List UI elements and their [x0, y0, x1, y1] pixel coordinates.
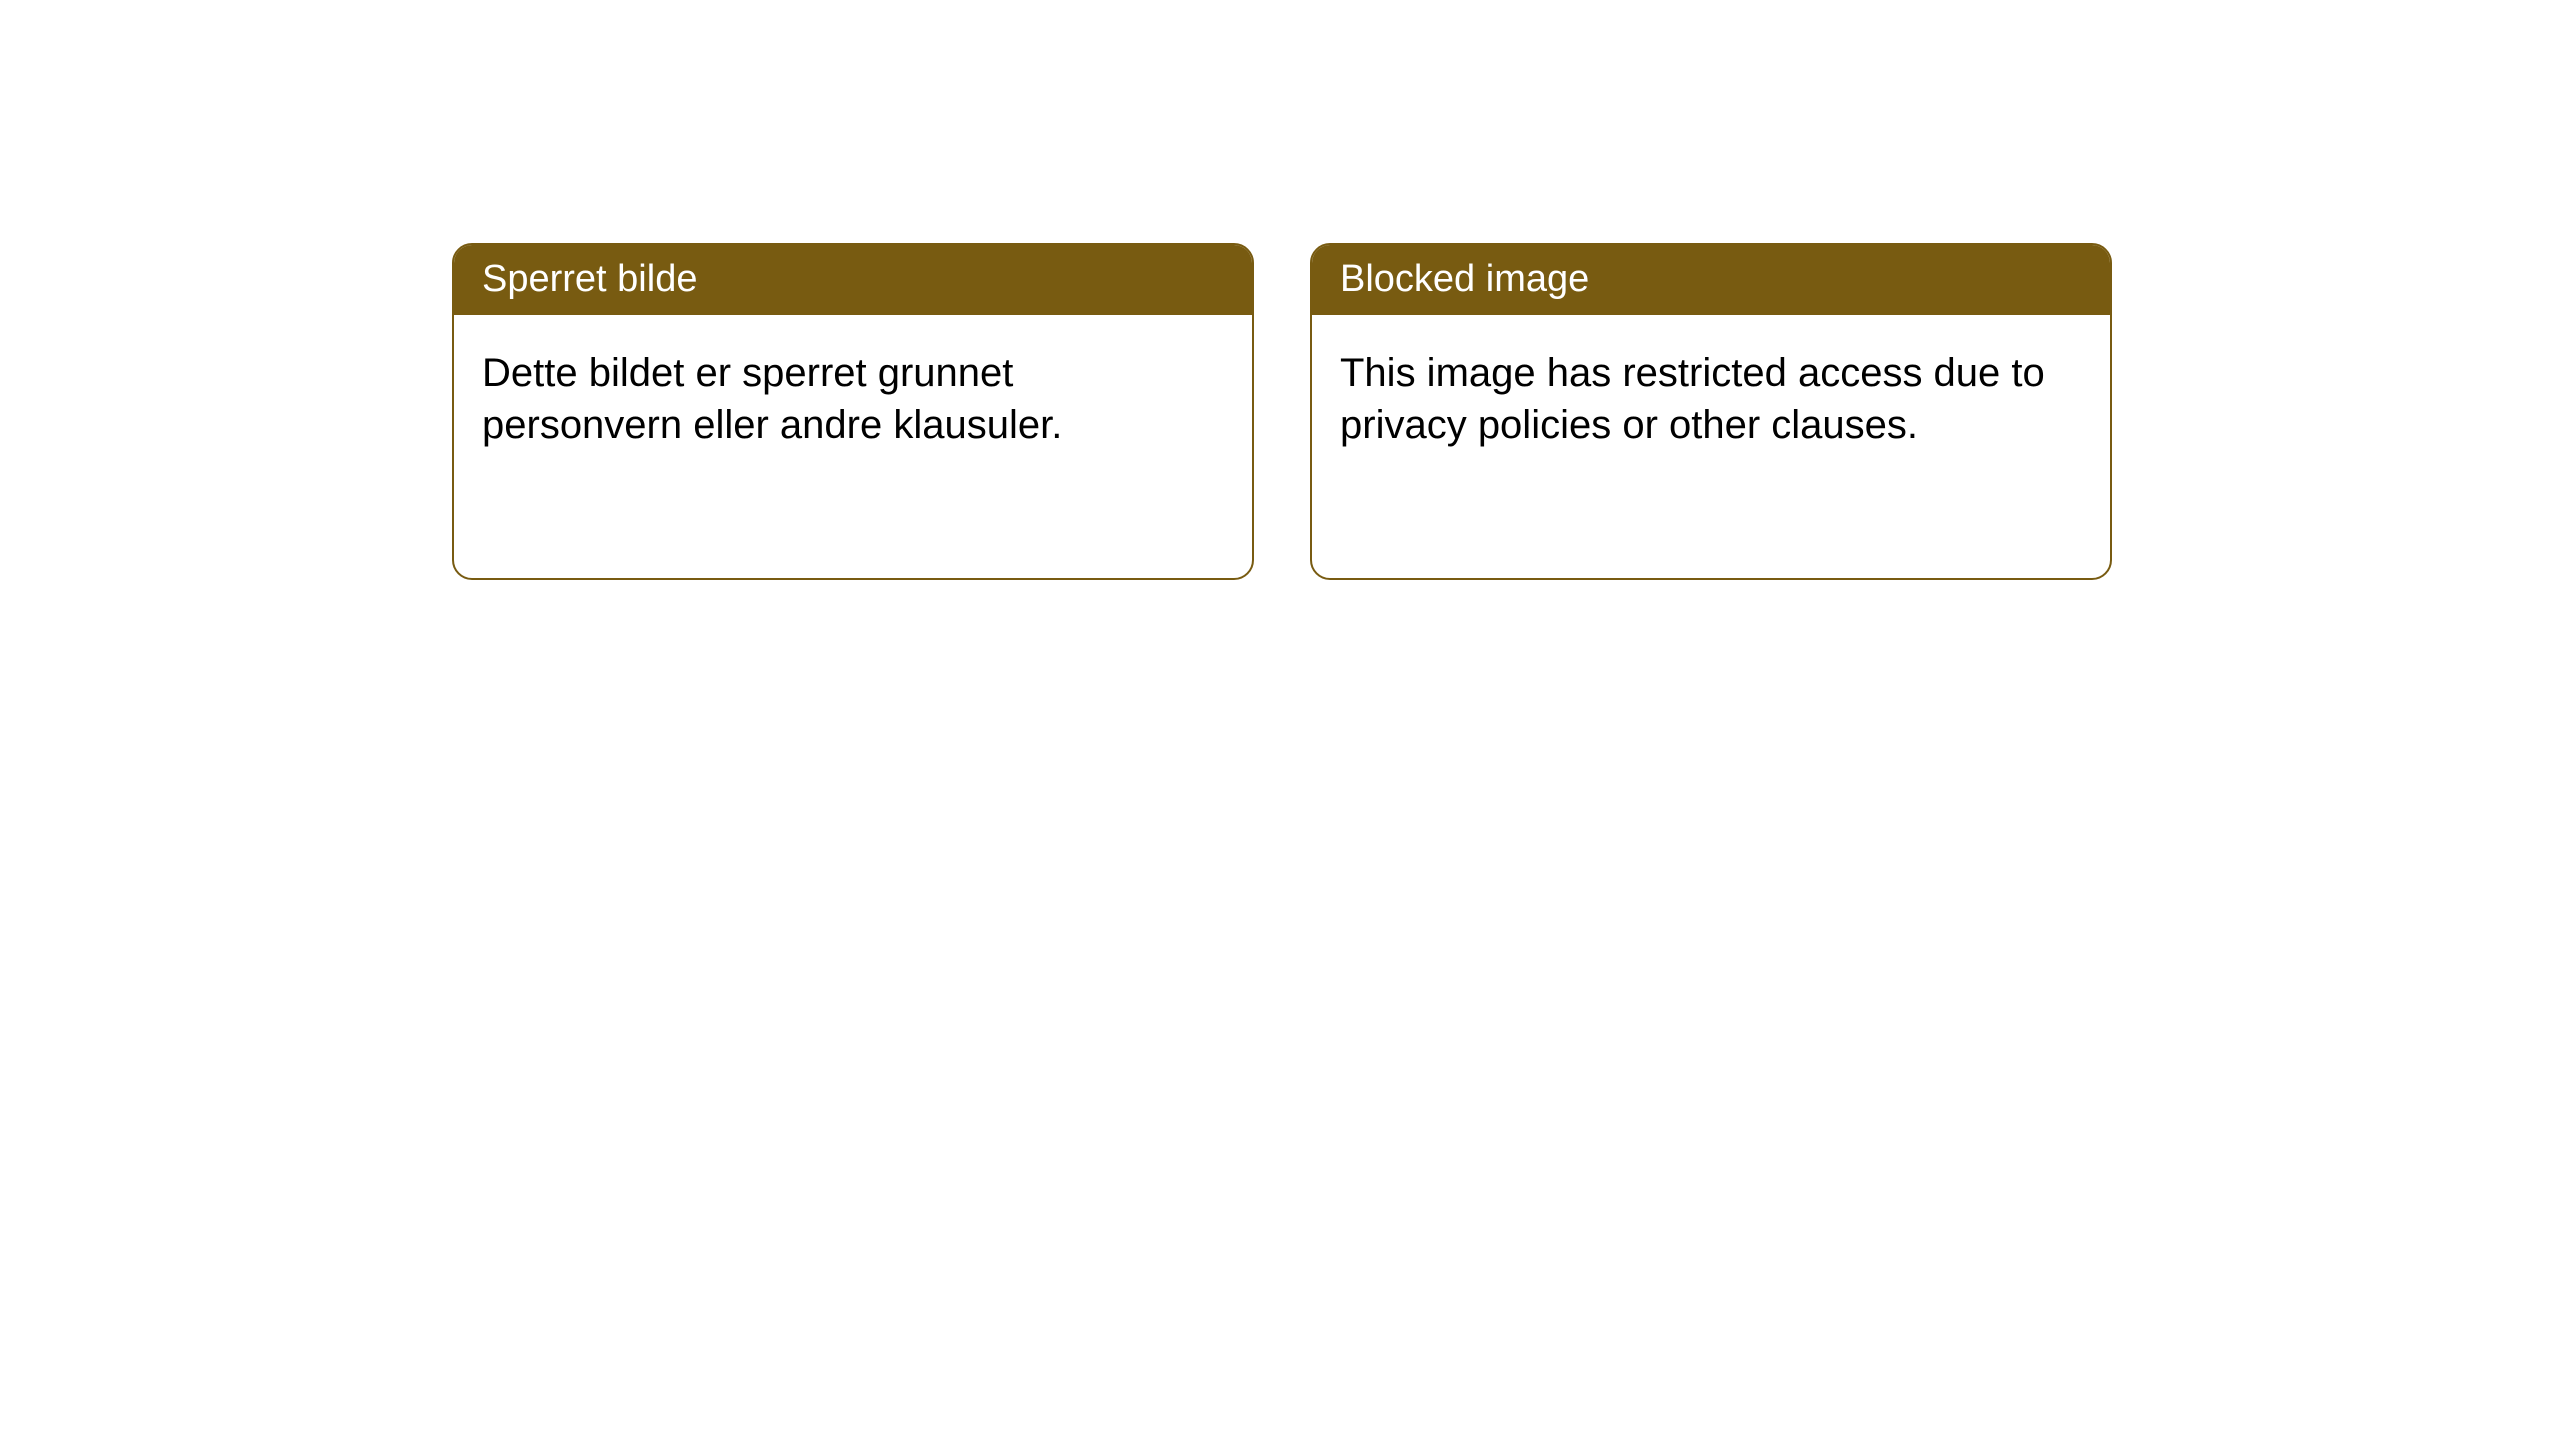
notice-title: Sperret bilde: [482, 258, 697, 300]
notice-message: This image has restricted access due to …: [1340, 351, 2045, 447]
notice-card-norwegian: Sperret bilde Dette bildet er sperret gr…: [452, 243, 1254, 580]
notice-header-english: Blocked image: [1312, 245, 2110, 315]
notice-body-english: This image has restricted access due to …: [1312, 315, 2110, 483]
notice-title: Blocked image: [1340, 258, 1589, 300]
notice-header-norwegian: Sperret bilde: [454, 245, 1252, 315]
notice-body-norwegian: Dette bildet er sperret grunnet personve…: [454, 315, 1252, 483]
notice-message: Dette bildet er sperret grunnet personve…: [482, 351, 1062, 447]
notice-card-english: Blocked image This image has restricted …: [1310, 243, 2112, 580]
notice-container: Sperret bilde Dette bildet er sperret gr…: [452, 243, 2112, 580]
